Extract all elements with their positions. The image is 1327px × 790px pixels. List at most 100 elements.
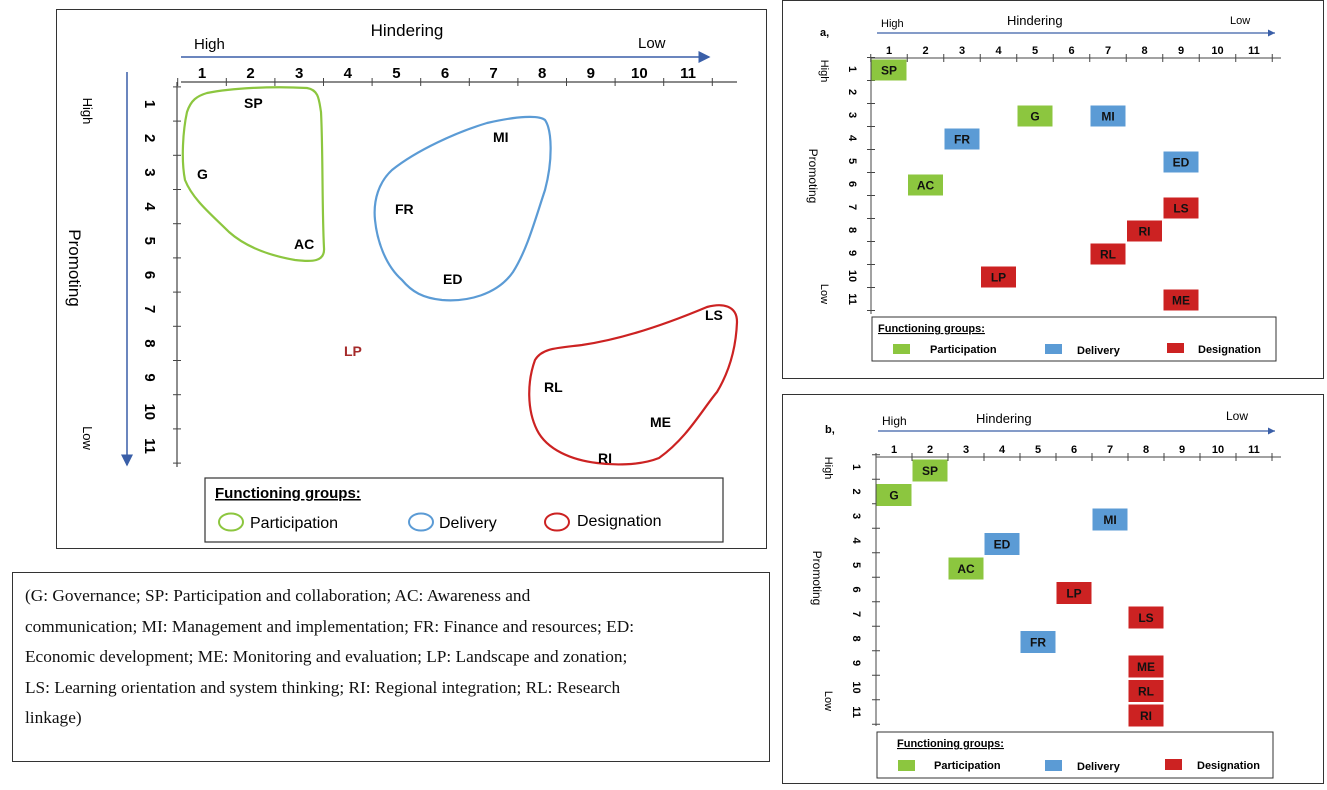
box-label-sp: SP	[881, 64, 897, 78]
box-label-ac: AC	[917, 179, 935, 193]
tick-label-left: 2	[846, 89, 858, 95]
main-diagram-panel: Hindering High Low 1 2 3 4 5 6 7 8 9 10 11 High Lo…	[56, 9, 767, 549]
panel-a-high-left: High	[818, 60, 830, 83]
box-me	[1163, 289, 1199, 311]
tick-label-left: 4	[850, 537, 862, 544]
box-label-ls: LS	[1173, 202, 1188, 216]
main-legend-designation: Designation	[577, 513, 662, 530]
box-ri	[1127, 220, 1162, 242]
tick-label-top: 8	[1141, 45, 1147, 57]
label-g: G	[197, 166, 208, 182]
tick-label-top: 10	[631, 65, 648, 82]
panel-b-legend-title: Functioning groups:	[897, 738, 1004, 750]
panel-a-low-top: Low	[1230, 15, 1250, 27]
delivery-legend-swatch	[408, 512, 434, 532]
tick-label-left: 6	[850, 586, 862, 592]
tick-label-top: 7	[489, 65, 497, 82]
label-mi: MI	[493, 129, 509, 145]
panel-a: a, High Hindering Low 1 2 3 4 5 6 7 8 9 10 11 High…	[782, 0, 1324, 379]
panel-b-legend-delivery-swatch	[1045, 760, 1062, 771]
low-label-top: Low	[638, 35, 666, 52]
tick-label-top: 4	[999, 444, 1006, 456]
label-sp: SP	[244, 95, 263, 111]
panel-b-low-left: Low	[822, 691, 834, 711]
tick-label-left: 4	[141, 202, 158, 211]
tick-label-top: 1	[891, 444, 897, 456]
tick-label-left: 11	[141, 438, 158, 454]
tick-label-top: 5	[1035, 444, 1041, 456]
box-me	[1128, 655, 1164, 678]
tick-label-top: 1	[886, 45, 892, 57]
box-sp	[912, 459, 948, 482]
designation-cluster-outline	[528, 304, 739, 466]
box-label-rl: RL	[1100, 248, 1116, 262]
tick-label-left: 3	[141, 168, 158, 176]
tick-label-top: 6	[1071, 444, 1077, 456]
box-label-ed: ED	[1173, 156, 1190, 170]
tick-label-top: 5	[1032, 45, 1038, 57]
tick-label-left: 5	[846, 158, 858, 164]
tick-label-left: 6	[141, 271, 158, 279]
tick-label-left: 8	[141, 339, 158, 347]
label-lp: LP	[344, 343, 362, 359]
box-label-mi: MI	[1103, 513, 1116, 527]
tick-label-left: 8	[846, 227, 858, 233]
tick-label-left: 5	[141, 237, 158, 245]
box-rl	[1128, 680, 1164, 702]
abbreviation-line: linkage)	[25, 708, 82, 727]
label-ri: RI	[598, 450, 612, 466]
panel-a-tick-labels-top: 1 2 3 4 5 6 7 8 9 10 11	[886, 45, 1260, 57]
panel-a-high-top: High	[881, 18, 904, 30]
panel-a-svg: a, High Hindering Low 1 2 3 4 5 6 7 8 9 10 11 High…	[806, 13, 1281, 362]
panel-a-hindering-title: Hindering	[1007, 13, 1063, 28]
tick-label-left: 1	[846, 66, 858, 72]
tick-label-left: 9	[141, 373, 158, 381]
tick-label-left: 11	[850, 706, 862, 718]
tick-label-left: 9	[850, 660, 862, 666]
tick-label-top: 3	[963, 444, 969, 456]
panel-a-promoting-title: Promoting	[806, 149, 820, 204]
panel-b-legend-designation-swatch	[1165, 759, 1182, 770]
tick-label-left: 7	[846, 204, 858, 210]
main-legend-participation: Participation	[250, 515, 338, 532]
box-lp	[1056, 582, 1092, 604]
box-label-me: ME	[1172, 294, 1190, 308]
box-label-me: ME	[1137, 660, 1155, 674]
panel-a-tick-labels-left: 1 2 3 4 5 6 7 8 9 10 11	[846, 66, 858, 305]
box-label-fr: FR	[1030, 636, 1046, 650]
panel-b-boxes: SP G MI ED AC LP LS FR ME RL RI	[876, 459, 1164, 727]
tick-label-left: 2	[850, 488, 862, 494]
panel-b-high-top: High	[882, 414, 907, 428]
panel-b-letter: b,	[825, 424, 835, 436]
box-label-sp: SP	[922, 464, 938, 478]
tick-label-left: 1	[850, 464, 862, 470]
tick-label-top: 11	[1248, 45, 1260, 57]
box-label-g: G	[1030, 110, 1039, 124]
box-label-ri: RI	[1140, 709, 1152, 723]
tick-label-top: 9	[587, 65, 595, 82]
hindering-axis-title: Hindering	[371, 21, 444, 40]
tick-label-top: 2	[246, 65, 254, 82]
tick-label-left: 1	[141, 100, 158, 108]
panel-b-legend-participation: Participation	[934, 760, 1001, 772]
tick-label-top: 2	[927, 444, 933, 456]
box-mi	[1092, 508, 1128, 531]
hindering-tick-labels: 1 2 3 4 5 6 7 8 9 10 11	[198, 65, 696, 82]
high-label-top: High	[194, 36, 225, 53]
high-label-left: High	[80, 98, 95, 125]
tick-label-left: 10	[846, 270, 858, 282]
box-ac	[908, 174, 943, 196]
box-rl	[1090, 243, 1126, 265]
panel-b: b, High Hindering Low 1 2 3 4 5 6 7 8 9 10 11 High…	[782, 394, 1324, 784]
tick-label-top: 2	[922, 45, 928, 57]
tick-label-top: 4	[344, 65, 353, 82]
tick-label-left: 2	[141, 134, 158, 142]
box-label-lp: LP	[1066, 587, 1081, 601]
tick-label-top: 10	[1211, 45, 1223, 57]
participation-legend-swatch	[218, 512, 244, 532]
panel-b-left-tick-marks	[872, 454, 880, 725]
main-legend-box	[204, 477, 724, 543]
tick-label-top: 4	[995, 45, 1002, 57]
tick-label-top: 1	[198, 65, 206, 82]
panel-b-svg: b, High Hindering Low 1 2 3 4 5 6 7 8 9 10 11 High…	[810, 409, 1281, 779]
